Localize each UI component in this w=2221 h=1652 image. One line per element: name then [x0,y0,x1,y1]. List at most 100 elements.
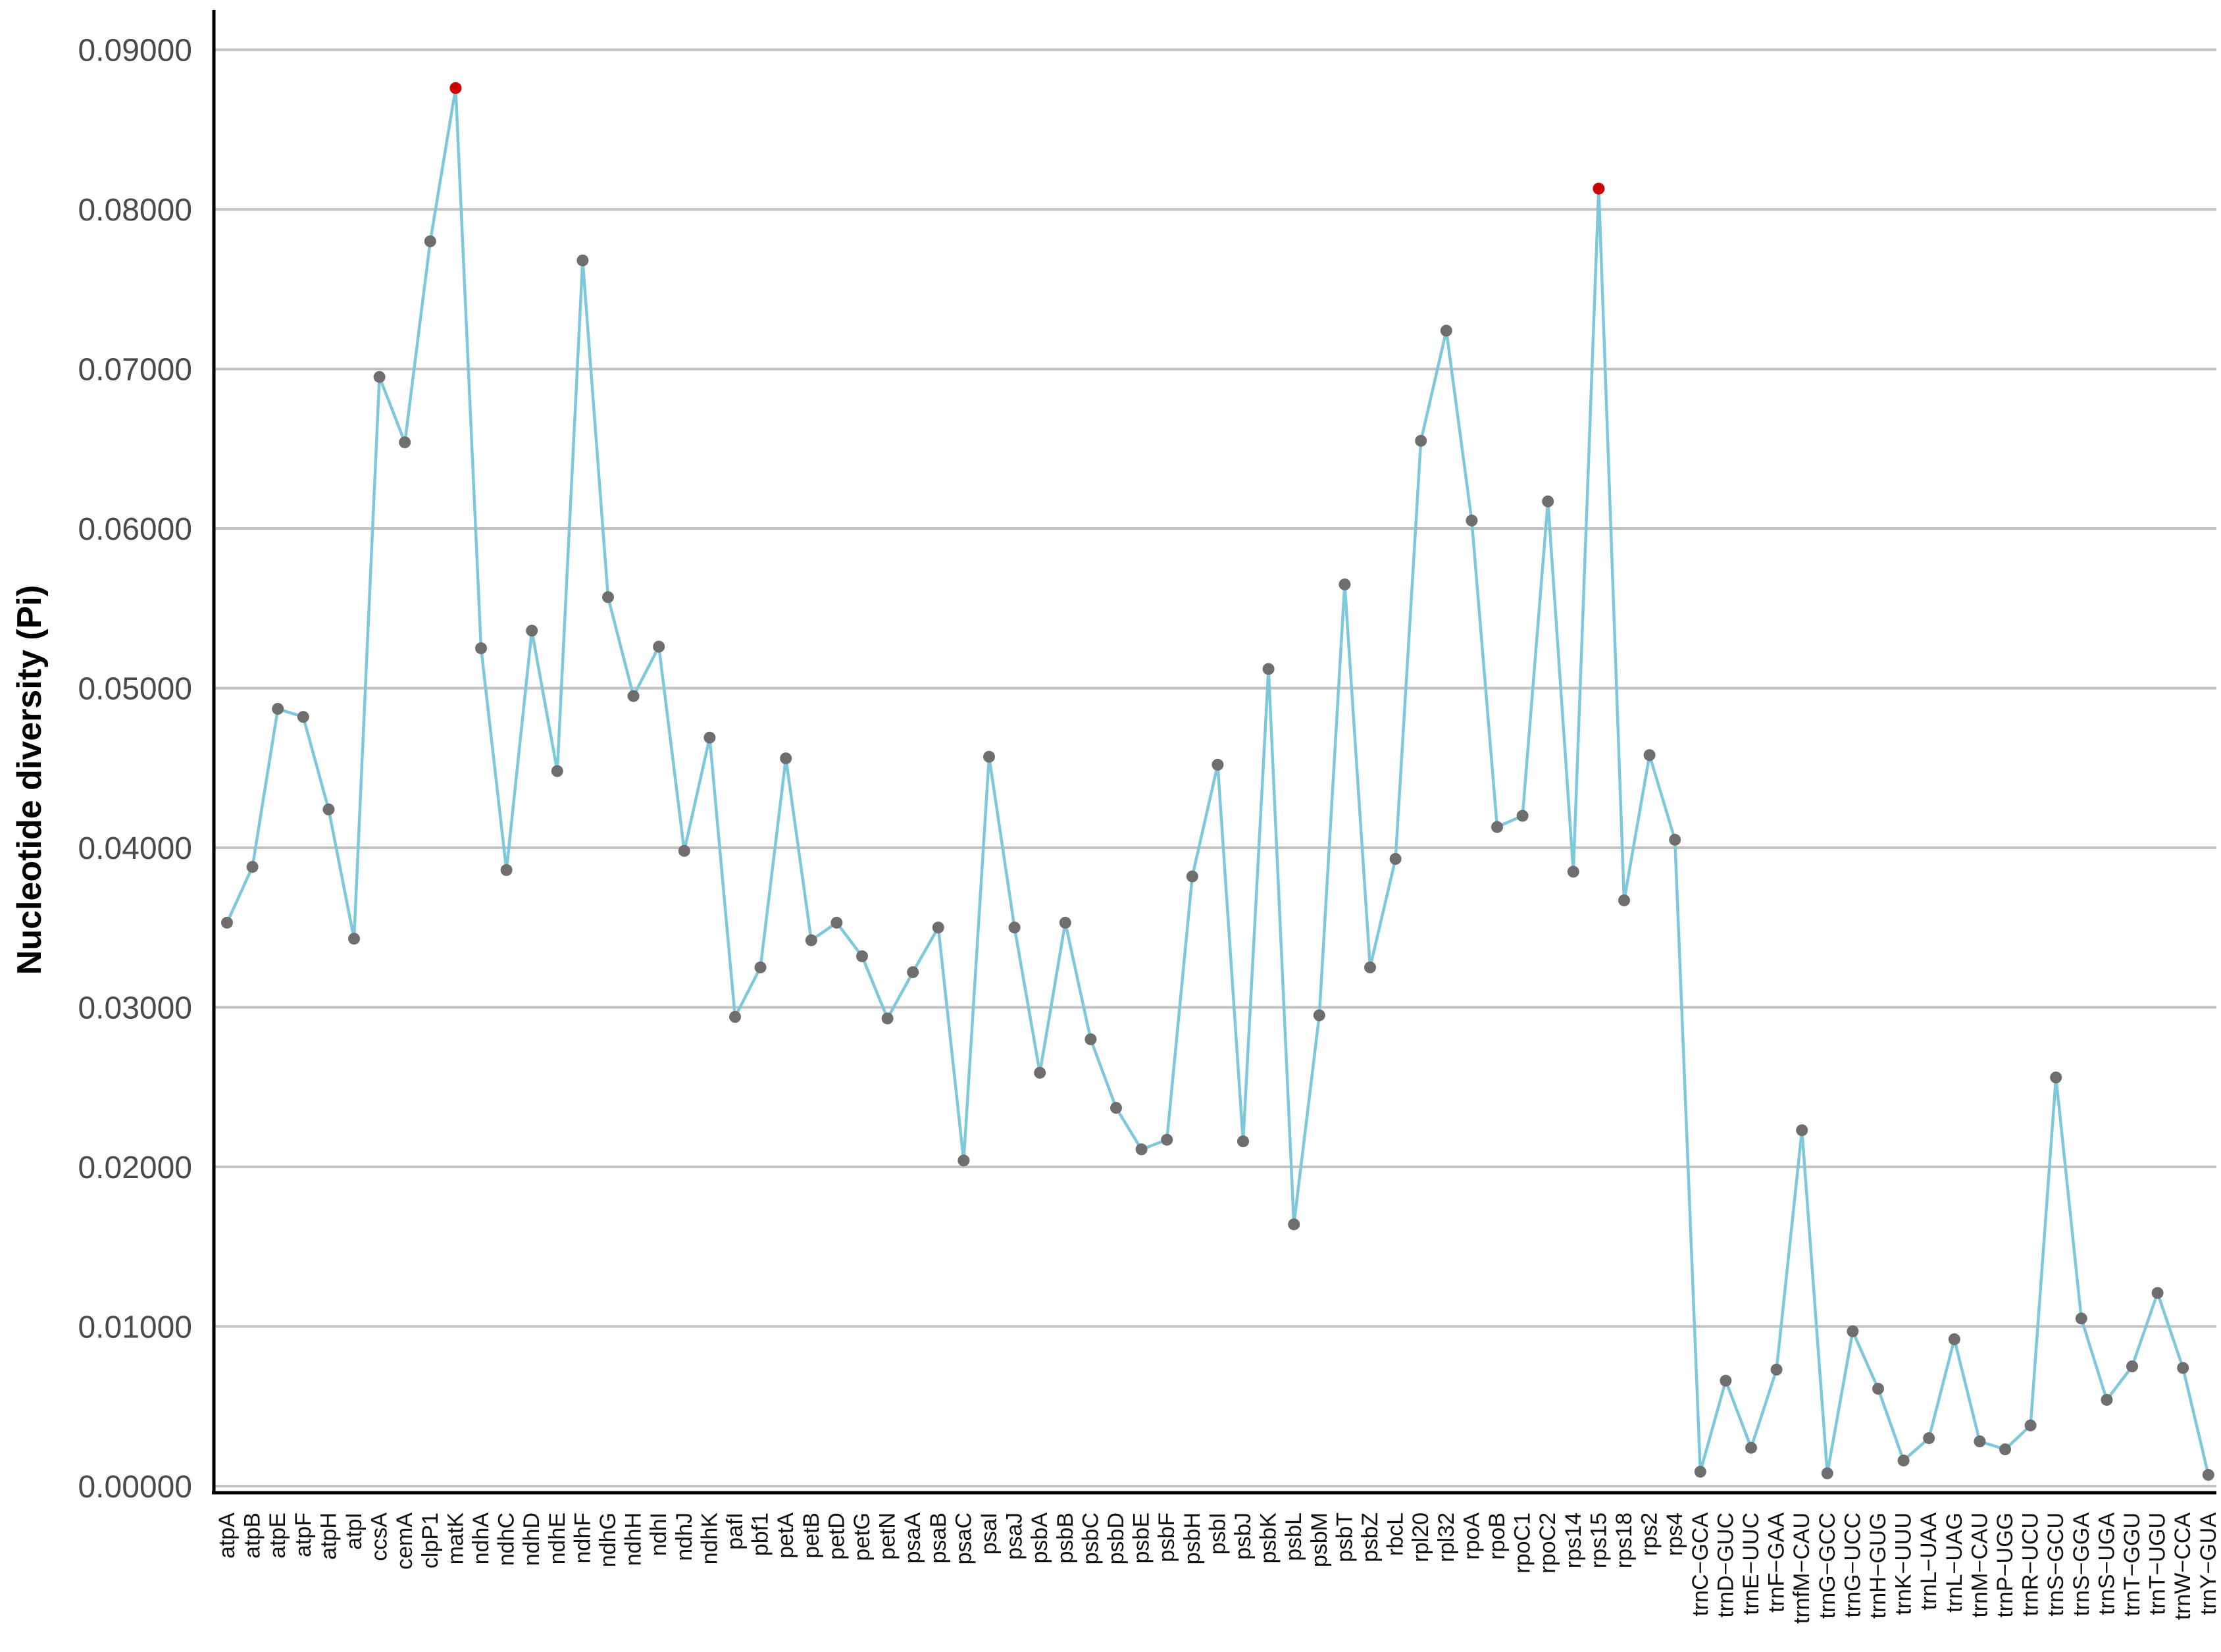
x-tick-label: trnW−CCA [2170,1512,2195,1620]
x-tick-label: trnR−UCU [2018,1512,2043,1616]
data-point [780,752,792,765]
x-tick-label: rpoC1 [1510,1512,1535,1574]
data-point [1364,961,1376,973]
data-point [1821,1467,1833,1480]
x-tick-label: psbE [1129,1512,1154,1564]
x-tick-label: atpE [265,1512,290,1559]
gridlines [214,48,2216,1487]
data-point [1415,434,1427,447]
data-point [1135,1143,1148,1156]
x-tick-label: trnD−GUC [1713,1512,1738,1618]
data-point [1770,1363,1783,1376]
data-point [424,235,436,247]
data-point [348,933,360,945]
data-point [754,961,767,973]
y-tick-label: 0.04000 [78,831,192,866]
data-point [627,690,640,702]
x-tick-label: atpI [342,1512,367,1550]
data-point [1669,833,1681,846]
x-tick-label: trnS−GCU [2043,1512,2068,1616]
data-point [1466,514,1478,527]
data-points [221,82,2214,1481]
x-tick-label: trnT−UGU [2145,1512,2170,1615]
x-tick-label: atpH [316,1512,341,1560]
data-point [678,844,690,857]
x-tick-label: psbJ [1231,1512,1256,1560]
data-point [1440,324,1452,337]
data-point [983,750,995,763]
data-point [1085,1033,1097,1045]
x-tick-label: rpoC2 [1535,1512,1560,1574]
x-tick-label: ndhF [570,1512,595,1564]
data-point [1034,1066,1046,1079]
x-tick-label: rpl32 [1434,1512,1459,1562]
data-point [881,1012,894,1025]
data-point [1694,1466,1706,1478]
x-tick-label: ndhH [621,1512,646,1566]
x-tick-label: trnM−CAU [1967,1512,1992,1618]
data-point [272,703,284,715]
x-tick-label: trnH−GUG [1866,1512,1891,1619]
data-point [1618,894,1630,906]
data-point [1872,1383,1884,1395]
x-tick-label: psaB [926,1512,951,1564]
data-point [2101,1393,2113,1406]
x-tick-label: ndhG [596,1512,621,1567]
y-tick-label: 0.07000 [78,353,192,388]
x-tick-label: trnC−GCA [1688,1512,1713,1616]
x-tick-label: petG [850,1512,875,1561]
data-point [246,861,259,873]
x-tick-label: psbD [1104,1512,1129,1564]
data-point [2075,1312,2087,1325]
x-tick-label: pafI [723,1512,748,1550]
data-point [856,950,868,962]
data-point [1288,1218,1300,1231]
data-point [1567,865,1579,878]
x-tick-label: rps15 [1586,1512,1611,1568]
data-point [653,640,665,653]
x-tick-label: rps4 [1662,1512,1687,1556]
x-tick-label: trnE−UUC [1739,1512,1764,1615]
x-tick-label: psbA [1027,1512,1052,1564]
data-point [1516,810,1529,822]
x-tick-label: trnG−GCC [1815,1512,1840,1619]
data-point [2126,1360,2138,1372]
x-tick-label: ndhE [545,1512,570,1564]
data-point [1491,821,1503,833]
data-point [221,916,233,929]
data-point [1593,182,1605,195]
x-tick-label: psbK [1256,1512,1281,1564]
data-point [1796,1124,1808,1137]
x-tick-label: ndhJ [672,1512,697,1561]
x-tick-label: psbB [1053,1512,1078,1564]
x-tick-label: petB [799,1512,824,1559]
data-point [500,864,513,876]
y-axis-label: Nucleotide diversity (Pi) [11,585,49,975]
x-tick-label: ndhC [494,1512,519,1566]
y-tick-labels: 0.00000 0.01000 0.02000 0.03000 0.04000 0.050… [78,34,192,1505]
x-tick-label: petD [824,1512,849,1560]
data-point [932,921,944,934]
data-point [576,254,589,267]
data-point [602,591,614,604]
x-tick-label: ccsA [367,1512,392,1561]
x-tick-label: psaI [977,1512,1002,1555]
x-tick-label: trnT−GGU [2120,1512,2145,1616]
data-point [1161,1133,1173,1146]
x-tick-label: trnK−UUU [1891,1512,1916,1615]
data-point [475,642,487,654]
data-point [399,436,411,449]
y-tick-label: 0.09000 [78,34,192,68]
x-tick-label: ndhD [519,1512,544,1566]
x-tick-label: trnL−UAG [1942,1512,1967,1613]
data-point [1923,1432,1935,1445]
x-tick-label: trnL−UAA [1916,1512,1941,1611]
data-point [551,765,563,777]
data-point [1008,921,1021,934]
x-tick-label: clpP1 [418,1512,443,1568]
x-tick-label: petA [773,1512,798,1559]
x-tick-label: rpoB [1485,1512,1510,1560]
x-tick-label: psbL [1281,1512,1306,1561]
y-tick-label: 0.01000 [78,1310,192,1345]
x-tick-label: psaA [900,1512,925,1564]
